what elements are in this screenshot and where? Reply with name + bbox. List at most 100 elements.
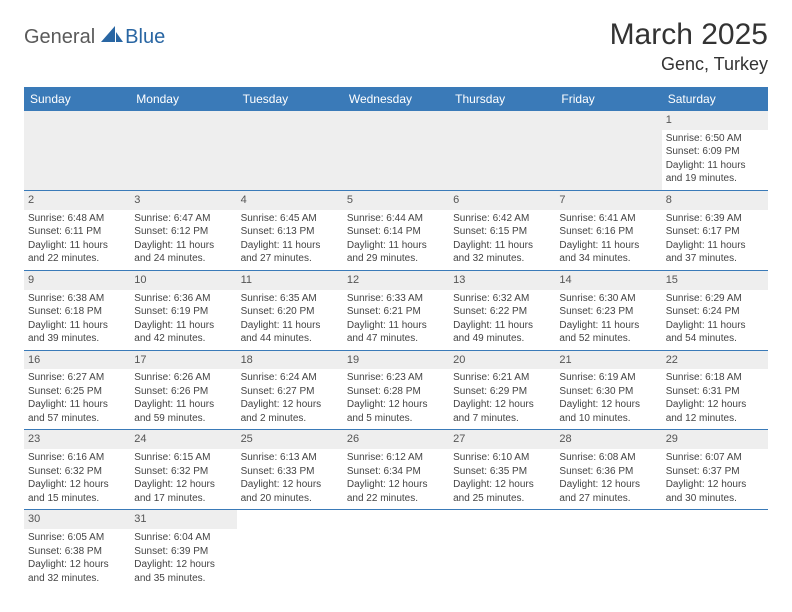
week-row: 16Sunrise: 6:27 AMSunset: 6:25 PMDayligh… [24,350,768,430]
daylight-text: Daylight: 11 hours and 32 minutes. [453,239,551,266]
day-number: 20 [449,351,555,370]
sunrise-text: Sunrise: 6:42 AM [453,212,551,226]
sunset-text: Sunset: 6:25 PM [28,385,126,399]
sunrise-text: Sunrise: 6:50 AM [666,132,764,146]
sunset-text: Sunset: 6:22 PM [453,305,551,319]
day-cell [555,510,661,589]
day-cell: 8Sunrise: 6:39 AMSunset: 6:17 PMDaylight… [662,190,768,270]
sunrise-text: Sunrise: 6:48 AM [28,212,126,226]
sunset-text: Sunset: 6:24 PM [666,305,764,319]
sunrise-text: Sunrise: 6:23 AM [347,371,445,385]
day-number: 15 [662,271,768,290]
sunrise-text: Sunrise: 6:45 AM [241,212,339,226]
sunrise-text: Sunrise: 6:16 AM [28,451,126,465]
sunrise-text: Sunrise: 6:24 AM [241,371,339,385]
daylight-text: Daylight: 12 hours and 7 minutes. [453,398,551,425]
daylight-text: Daylight: 12 hours and 27 minutes. [559,478,657,505]
sunset-text: Sunset: 6:27 PM [241,385,339,399]
sunset-text: Sunset: 6:31 PM [666,385,764,399]
day-number: 24 [130,430,236,449]
day-cell: 12Sunrise: 6:33 AMSunset: 6:21 PMDayligh… [343,270,449,350]
sunrise-text: Sunrise: 6:33 AM [347,292,445,306]
day-number: 3 [130,191,236,210]
title-block: March 2025 Genc, Turkey [610,18,768,75]
sunset-text: Sunset: 6:17 PM [666,225,764,239]
daylight-text: Daylight: 11 hours and 57 minutes. [28,398,126,425]
sunrise-text: Sunrise: 6:08 AM [559,451,657,465]
sunrise-text: Sunrise: 6:05 AM [28,531,126,545]
daylight-text: Daylight: 11 hours and 49 minutes. [453,319,551,346]
day-cell: 4Sunrise: 6:45 AMSunset: 6:13 PMDaylight… [237,190,343,270]
sunset-text: Sunset: 6:37 PM [666,465,764,479]
day-number: 6 [449,191,555,210]
day-of-week-header: Tuesday [237,87,343,111]
daylight-text: Daylight: 11 hours and 52 minutes. [559,319,657,346]
daylight-text: Daylight: 11 hours and 59 minutes. [134,398,232,425]
day-cell: 23Sunrise: 6:16 AMSunset: 6:32 PMDayligh… [24,430,130,510]
week-row: 30Sunrise: 6:05 AMSunset: 6:38 PMDayligh… [24,510,768,589]
day-cell [237,510,343,589]
daylight-text: Daylight: 11 hours and 37 minutes. [666,239,764,266]
day-cell: 30Sunrise: 6:05 AMSunset: 6:38 PMDayligh… [24,510,130,589]
month-title: March 2025 [610,18,768,52]
day-cell: 2Sunrise: 6:48 AMSunset: 6:11 PMDaylight… [24,190,130,270]
day-number: 14 [555,271,661,290]
day-number: 29 [662,430,768,449]
logo-sail-icon [101,26,123,47]
sunset-text: Sunset: 6:34 PM [347,465,445,479]
daylight-text: Daylight: 11 hours and 19 minutes. [666,159,764,186]
day-of-week-header: Saturday [662,87,768,111]
day-number: 1 [662,111,768,130]
day-cell: 10Sunrise: 6:36 AMSunset: 6:19 PMDayligh… [130,270,236,350]
daylight-text: Daylight: 11 hours and 34 minutes. [559,239,657,266]
sunset-text: Sunset: 6:21 PM [347,305,445,319]
daylight-text: Daylight: 12 hours and 5 minutes. [347,398,445,425]
sunset-text: Sunset: 6:23 PM [559,305,657,319]
sunset-text: Sunset: 6:35 PM [453,465,551,479]
daylight-text: Daylight: 11 hours and 47 minutes. [347,319,445,346]
day-cell: 28Sunrise: 6:08 AMSunset: 6:36 PMDayligh… [555,430,661,510]
day-cell: 14Sunrise: 6:30 AMSunset: 6:23 PMDayligh… [555,270,661,350]
day-cell [662,510,768,589]
day-of-week-header: Thursday [449,87,555,111]
day-cell: 24Sunrise: 6:15 AMSunset: 6:32 PMDayligh… [130,430,236,510]
calendar-table: SundayMondayTuesdayWednesdayThursdayFrid… [24,87,768,589]
day-cell: 5Sunrise: 6:44 AMSunset: 6:14 PMDaylight… [343,190,449,270]
daylight-text: Daylight: 12 hours and 12 minutes. [666,398,764,425]
day-number: 18 [237,351,343,370]
sunrise-text: Sunrise: 6:29 AM [666,292,764,306]
day-of-week-header: Friday [555,87,661,111]
day-number: 17 [130,351,236,370]
sunset-text: Sunset: 6:19 PM [134,305,232,319]
day-cell: 13Sunrise: 6:32 AMSunset: 6:22 PMDayligh… [449,270,555,350]
daylight-text: Daylight: 12 hours and 20 minutes. [241,478,339,505]
sunrise-text: Sunrise: 6:47 AM [134,212,232,226]
calendar-body: SundayMondayTuesdayWednesdayThursdayFrid… [24,87,768,589]
sunset-text: Sunset: 6:32 PM [134,465,232,479]
daylight-text: Daylight: 12 hours and 10 minutes. [559,398,657,425]
day-cell: 6Sunrise: 6:42 AMSunset: 6:15 PMDaylight… [449,190,555,270]
sunrise-text: Sunrise: 6:12 AM [347,451,445,465]
sunrise-text: Sunrise: 6:32 AM [453,292,551,306]
sunrise-text: Sunrise: 6:10 AM [453,451,551,465]
sunrise-text: Sunrise: 6:36 AM [134,292,232,306]
sunrise-text: Sunrise: 6:18 AM [666,371,764,385]
day-number: 19 [343,351,449,370]
day-cell: 19Sunrise: 6:23 AMSunset: 6:28 PMDayligh… [343,350,449,430]
week-row: 23Sunrise: 6:16 AMSunset: 6:32 PMDayligh… [24,430,768,510]
sunset-text: Sunset: 6:12 PM [134,225,232,239]
daylight-text: Daylight: 11 hours and 22 minutes. [28,239,126,266]
day-cell [449,510,555,589]
day-cell [343,111,449,190]
day-number: 8 [662,191,768,210]
daylight-text: Daylight: 12 hours and 22 minutes. [347,478,445,505]
day-cell: 15 Sunrise: 6:29 AMSunset: 6:24 PMDayligh… [662,270,768,350]
sunset-text: Sunset: 6:30 PM [559,385,657,399]
daylight-text: Daylight: 11 hours and 54 minutes. [666,319,764,346]
week-row: 2Sunrise: 6:48 AMSunset: 6:11 PMDaylight… [24,190,768,270]
sunset-text: Sunset: 6:11 PM [28,225,126,239]
logo-text-general: General [24,26,95,49]
day-number: 21 [555,351,661,370]
day-number: 7 [555,191,661,210]
sunset-text: Sunset: 6:18 PM [28,305,126,319]
